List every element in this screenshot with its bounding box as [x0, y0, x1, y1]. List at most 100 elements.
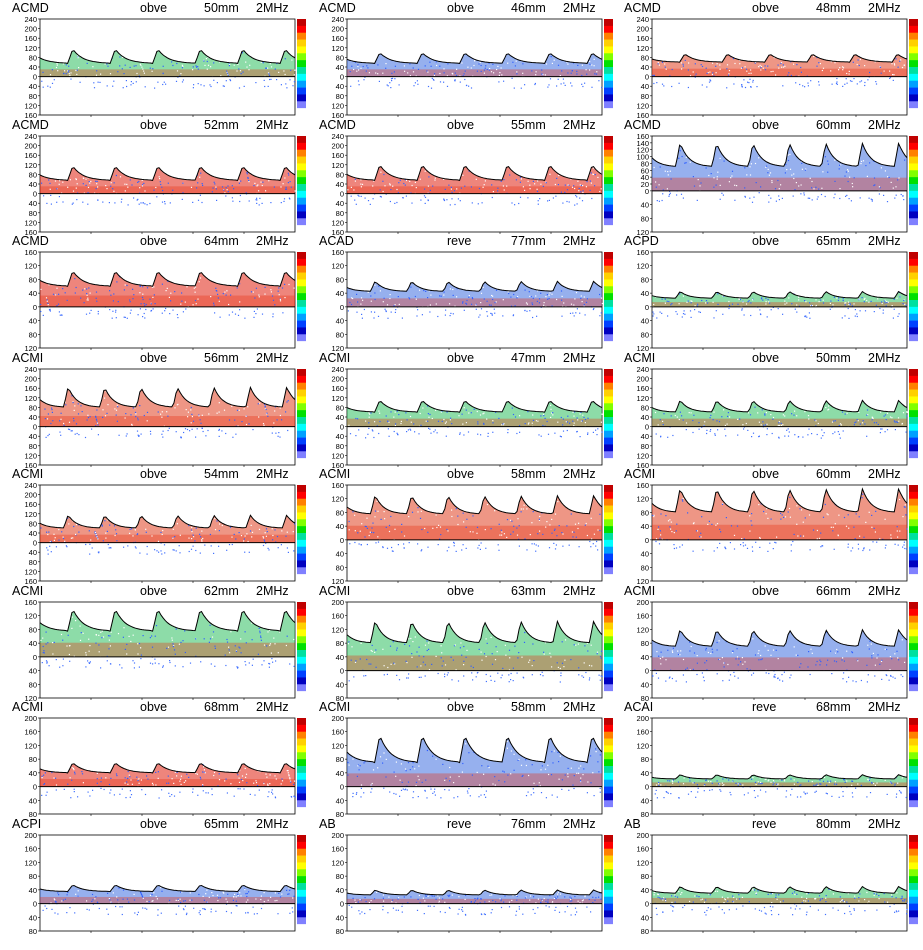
reverse-flow-noise [127, 203, 129, 205]
speckle [426, 70, 428, 72]
reverse-flow-noise [491, 314, 493, 316]
speckle [427, 185, 429, 187]
speckle [796, 414, 798, 416]
speckle [49, 182, 51, 184]
speckle [658, 183, 660, 185]
reverse-flow-noise [137, 434, 139, 436]
speckle [670, 528, 672, 530]
speckle [399, 779, 401, 781]
speckle [96, 536, 98, 538]
speckle [418, 646, 420, 648]
speckle [398, 181, 400, 183]
speckle [572, 420, 574, 422]
reverse-flow-noise [130, 84, 132, 86]
reverse-flow-noise [681, 316, 683, 318]
speckle [751, 513, 753, 515]
speckle [492, 419, 494, 421]
y-tick-label: 40 [29, 180, 37, 189]
reverse-flow-noise [42, 86, 44, 88]
speckle [788, 297, 790, 299]
reverse-flow-noise [439, 81, 442, 83]
speckle [79, 639, 82, 641]
panel-vessel-label: ACMI [624, 467, 656, 481]
reverse-flow-noise [717, 428, 719, 430]
colorbar-segment [909, 409, 918, 417]
speckle [587, 649, 589, 652]
colorbar-segment [909, 560, 918, 568]
reverse-flow-noise [576, 430, 578, 432]
speckle [264, 405, 266, 407]
speckle [695, 530, 698, 532]
speckle [168, 296, 170, 298]
speckle [88, 638, 90, 640]
colorbar-segment [604, 149, 613, 157]
speckle [849, 302, 851, 305]
speckle [262, 537, 265, 539]
reverse-flow-noise [774, 676, 776, 678]
colorbar-segment [604, 190, 613, 198]
reverse-flow-noise [252, 658, 254, 660]
reverse-flow-noise [903, 198, 905, 200]
speckle [733, 534, 736, 536]
reverse-flow-noise [749, 78, 751, 80]
speckle [692, 175, 694, 177]
reverse-flow-noise [560, 674, 562, 676]
speckle [554, 528, 556, 530]
speckle [522, 72, 524, 74]
reverse-flow-noise [119, 793, 121, 795]
speckle [419, 517, 422, 519]
reverse-flow-noise [478, 796, 480, 798]
panel-depth-label: 58mm [511, 700, 546, 714]
reverse-flow-noise [820, 546, 822, 548]
speckle [718, 420, 721, 422]
reverse-flow-noise [531, 673, 533, 675]
speckle [798, 299, 800, 301]
speckle [96, 180, 98, 182]
reverse-flow-noise [768, 201, 770, 203]
reverse-flow-noise [452, 313, 454, 315]
speckle [100, 777, 102, 779]
reverse-flow-noise [453, 542, 455, 544]
speckle [95, 297, 97, 299]
reverse-flow-noise [141, 789, 143, 791]
panel-vessel-label: ACMI [624, 583, 656, 598]
speckle [95, 418, 97, 420]
speckle [596, 71, 598, 73]
reverse-flow-noise [192, 201, 194, 203]
reverse-flow-noise [548, 84, 550, 86]
speckle [204, 772, 206, 774]
colorbar-segment [604, 724, 613, 733]
speckle [137, 417, 139, 419]
reverse-flow-noise [143, 312, 145, 315]
reverse-flow-noise [448, 789, 450, 791]
speckle [599, 293, 601, 296]
speckle [42, 645, 44, 647]
speckle [48, 284, 50, 286]
speckle [67, 634, 69, 636]
speckle [201, 539, 203, 541]
reverse-flow-noise [868, 197, 870, 199]
reverse-flow-noise [494, 680, 496, 682]
speckle [153, 286, 155, 288]
y-tick-label: 160 [24, 598, 37, 607]
y-tick-label: 120 [636, 101, 649, 110]
reverse-flow-noise [85, 665, 87, 667]
speckle [106, 530, 108, 532]
speckle [679, 411, 681, 413]
reverse-flow-noise [652, 675, 654, 677]
speckle [877, 423, 879, 425]
speckle [289, 180, 291, 182]
speckle [777, 179, 779, 181]
speckle [854, 538, 856, 540]
colorbar-segment [604, 656, 613, 664]
speckle [140, 64, 142, 66]
max-velocity-envelope [346, 53, 603, 64]
speckle [587, 781, 589, 783]
speckle [495, 301, 497, 303]
speckle [528, 421, 530, 423]
speckle [154, 635, 156, 637]
speckle [523, 504, 525, 506]
speckle [273, 637, 275, 639]
low-velocity-band [40, 415, 295, 427]
speckle [47, 304, 49, 306]
